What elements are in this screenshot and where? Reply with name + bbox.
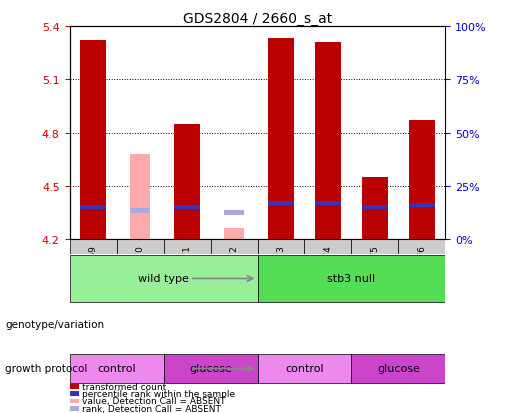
Bar [315, 201, 341, 206]
Text: growth protocol: growth protocol [5, 363, 88, 374]
Text: GSM207573: GSM207573 [277, 244, 285, 299]
Text: wild type: wild type [138, 274, 189, 284]
Text: GSM207569: GSM207569 [89, 244, 97, 299]
Bar [315, 43, 341, 240]
Text: GSM207574: GSM207574 [323, 244, 333, 299]
Bar [80, 205, 106, 210]
FancyBboxPatch shape [164, 354, 258, 383]
FancyBboxPatch shape [70, 255, 258, 303]
Text: transformed count: transformed count [82, 382, 167, 391]
Text: rank, Detection Call = ABSENT: rank, Detection Call = ABSENT [82, 404, 221, 413]
Text: GSM207570: GSM207570 [135, 244, 145, 299]
FancyBboxPatch shape [258, 240, 304, 304]
FancyBboxPatch shape [70, 354, 164, 383]
Bar [130, 209, 150, 213]
Text: control: control [97, 363, 136, 374]
Text: percentile rank within the sample: percentile rank within the sample [82, 389, 235, 398]
Text: control: control [285, 363, 324, 374]
FancyBboxPatch shape [164, 240, 211, 304]
FancyBboxPatch shape [70, 240, 116, 304]
Text: genotype/variation: genotype/variation [5, 319, 104, 329]
Bar [268, 201, 294, 206]
FancyBboxPatch shape [351, 240, 399, 304]
Text: GSM207575: GSM207575 [370, 244, 380, 299]
FancyBboxPatch shape [211, 240, 258, 304]
Text: glucose: glucose [377, 363, 420, 374]
FancyBboxPatch shape [258, 255, 445, 303]
Text: GSM207571: GSM207571 [182, 244, 192, 299]
FancyBboxPatch shape [351, 354, 445, 383]
Bar [130, 154, 150, 240]
Text: stb3 null: stb3 null [328, 274, 375, 284]
Text: glucose: glucose [189, 363, 232, 374]
Bar [409, 203, 435, 208]
Title: GDS2804 / 2660_s_at: GDS2804 / 2660_s_at [183, 12, 332, 26]
FancyBboxPatch shape [258, 354, 351, 383]
Bar [362, 178, 388, 240]
Text: GSM207576: GSM207576 [418, 244, 426, 299]
Bar [409, 121, 435, 240]
FancyBboxPatch shape [116, 240, 164, 304]
Bar [174, 205, 200, 210]
Text: GSM207572: GSM207572 [230, 244, 238, 299]
FancyBboxPatch shape [399, 240, 445, 304]
Bar [362, 205, 388, 210]
Text: value, Detection Call = ABSENT: value, Detection Call = ABSENT [82, 396, 226, 406]
Bar [174, 124, 200, 240]
Bar [80, 41, 106, 240]
FancyBboxPatch shape [304, 240, 351, 304]
Bar [224, 229, 244, 240]
Bar [268, 39, 294, 240]
Bar [224, 211, 244, 215]
